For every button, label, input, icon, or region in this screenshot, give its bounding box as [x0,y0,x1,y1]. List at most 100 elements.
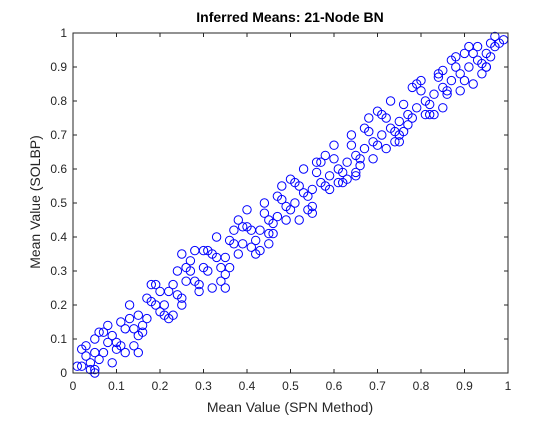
data-point [251,235,261,246]
data-point [442,86,452,96]
data-point [459,75,470,86]
data-point [272,191,283,201]
data-point [151,279,161,290]
data-point [446,75,457,86]
data-point [94,354,104,365]
y-tick-label: 0.3 [50,264,67,278]
data-point [303,191,313,201]
data-point [229,225,239,235]
data-point [155,286,165,297]
data-point [94,327,104,337]
data-point [259,198,270,208]
data-point [259,208,270,218]
data-point [355,154,365,164]
data-point [172,266,183,276]
data-point [190,245,200,256]
points-layer [72,31,509,378]
data-point [177,249,187,259]
y-tick-label: 0.2 [50,298,67,312]
data-point [490,31,500,42]
data-point [220,269,231,280]
data-point [159,300,170,310]
data-point [124,313,135,324]
data-point [398,99,409,110]
data-point [342,174,352,184]
data-point [238,239,248,249]
x-axis-label: Mean Value (SPN Method) [207,399,373,415]
data-point [281,215,291,225]
y-tick-label: 0.9 [50,60,67,74]
data-point [459,48,470,59]
data-point [394,116,404,127]
y-axis-label: Mean Value (SOLBP) [27,135,43,269]
data-point [429,89,439,99]
data-point [246,242,257,252]
data-point [329,154,339,164]
data-point [329,140,339,150]
data-point [442,89,452,99]
data-point [438,65,448,76]
x-tick-label: 0.9 [456,379,473,393]
data-point [129,341,139,351]
data-point [285,205,296,215]
data-point [142,293,152,303]
data-point [290,177,300,188]
y-tick-label: 0.1 [50,332,67,346]
data-point [107,330,117,341]
data-point [451,62,461,72]
data-point [216,276,226,286]
data-point [185,256,196,266]
x-tick-label: 0 [70,379,77,393]
data-point [242,205,252,215]
data-point [177,300,187,310]
ticks-layer: 0 0.1 0.2 0.3 0.4 0.5 0.6 0.7 0.8 0.9 1 0 0.1 0.2 0.3 0… [50,26,511,393]
x-tick-label: 0.7 [369,379,386,393]
data-point [351,167,361,178]
data-point [242,222,252,232]
data-point [407,113,417,123]
data-point [255,225,265,235]
data-point [425,99,435,110]
y-tick-label: 0.5 [50,196,67,210]
y-tick-label: 0.4 [50,230,67,244]
data-point [224,262,235,273]
data-point [177,293,187,303]
data-point [433,72,444,82]
data-point [233,249,244,259]
data-point [98,347,109,358]
data-point [377,109,387,120]
data-point [90,334,100,344]
data-point [364,113,374,123]
data-point [103,320,113,331]
y-tick-label: 1 [60,26,67,40]
data-point [268,228,278,239]
y-tick-label: 0.6 [50,162,67,176]
y-tick-label: 0.8 [50,94,67,108]
data-point [477,69,487,79]
data-point [81,351,91,361]
data-point [416,86,426,96]
data-point [394,130,404,140]
data-point [98,327,109,337]
data-point [137,327,148,337]
data-point [168,279,178,290]
data-point [294,215,304,225]
data-point [268,218,278,229]
data-point [420,109,431,120]
data-point [485,52,496,62]
data-point [394,137,404,147]
data-point [220,283,231,293]
x-tick-label: 0.3 [195,379,212,393]
data-point [120,347,130,358]
data-point [368,154,378,164]
data-point [133,310,144,320]
y-tick-label: 0 [60,366,67,380]
data-point [203,245,213,256]
data-point [255,245,265,256]
data-point [351,171,361,181]
data-point [377,130,387,140]
data-point [238,222,248,232]
data-point [359,123,370,133]
data-point [137,320,148,331]
